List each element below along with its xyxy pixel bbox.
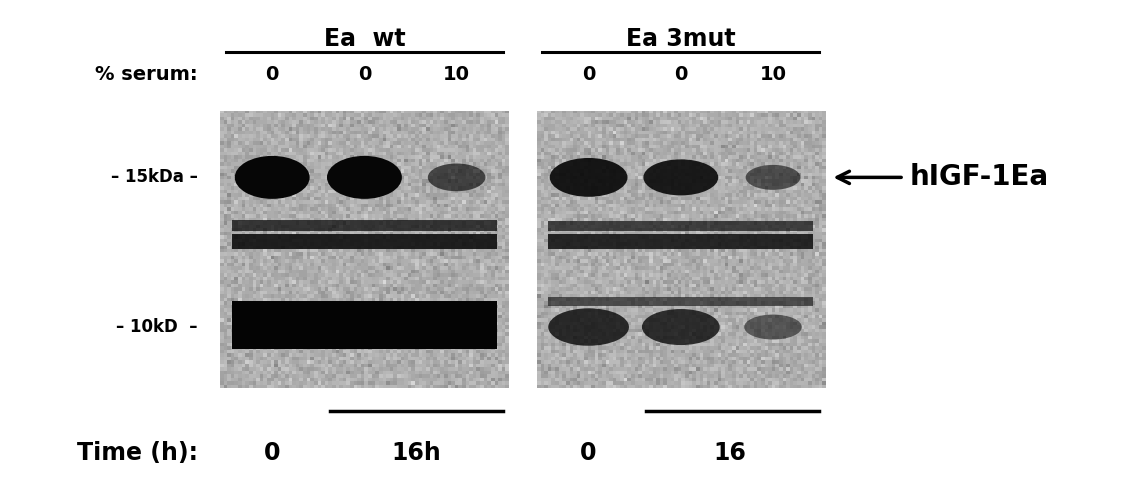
Text: % serum:: % serum:	[95, 65, 198, 84]
Ellipse shape	[643, 160, 719, 195]
Text: 0: 0	[264, 441, 280, 465]
Ellipse shape	[745, 315, 802, 339]
Bar	[232, 234, 497, 250]
Text: 0: 0	[675, 65, 687, 84]
Ellipse shape	[642, 309, 720, 345]
Text: Ea  wt: Ea wt	[323, 27, 406, 51]
Text: 0: 0	[581, 441, 597, 465]
Bar	[548, 221, 814, 231]
Text: Time (h):: Time (h):	[77, 441, 198, 465]
Text: Ea 3mut: Ea 3mut	[626, 27, 736, 51]
Text: – 15kDa –: – 15kDa –	[111, 168, 198, 187]
Text: 10: 10	[759, 65, 786, 84]
Ellipse shape	[235, 156, 310, 199]
Text: 16h: 16h	[391, 441, 441, 465]
Text: – 10kD  –: – 10kD –	[116, 318, 198, 336]
Ellipse shape	[549, 158, 627, 197]
Text: hIGF-1Ea: hIGF-1Ea	[910, 163, 1049, 191]
Bar	[548, 234, 814, 250]
Text: 0: 0	[582, 65, 596, 84]
Ellipse shape	[327, 156, 402, 199]
Text: 0: 0	[266, 65, 279, 84]
Ellipse shape	[428, 163, 486, 191]
Bar	[232, 301, 497, 349]
Text: 16: 16	[713, 441, 746, 465]
Ellipse shape	[746, 165, 800, 190]
Text: 10: 10	[443, 65, 470, 84]
Ellipse shape	[548, 308, 629, 346]
Bar	[548, 296, 814, 306]
Text: 0: 0	[358, 65, 371, 84]
Bar	[232, 220, 497, 231]
